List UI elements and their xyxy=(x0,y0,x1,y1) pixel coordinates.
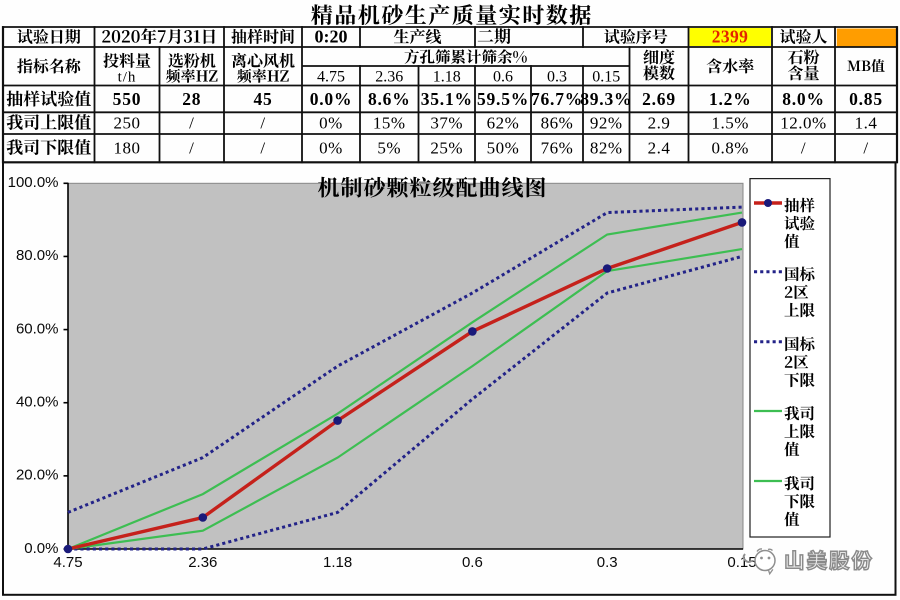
svg-text:250: 250 xyxy=(114,114,141,133)
svg-text:76%: 76% xyxy=(541,139,574,158)
svg-text:/: / xyxy=(189,114,194,133)
svg-text:0%: 0% xyxy=(319,114,343,133)
svg-text:/: / xyxy=(189,139,194,158)
svg-text:0.3: 0.3 xyxy=(597,554,618,571)
svg-text:25%: 25% xyxy=(430,139,463,158)
svg-text:28: 28 xyxy=(182,89,201,109)
svg-text:0.0%: 0.0% xyxy=(310,89,353,109)
svg-text:0.6: 0.6 xyxy=(493,69,513,86)
svg-text:180: 180 xyxy=(114,139,141,158)
svg-text:12.0%: 12.0% xyxy=(780,114,826,133)
svg-text:0.3: 0.3 xyxy=(547,69,567,86)
svg-text:40.0%: 40.0% xyxy=(16,394,59,411)
svg-text:0%: 0% xyxy=(319,139,343,158)
svg-text:t/h: t/h xyxy=(118,70,137,86)
svg-text:0.8%: 0.8% xyxy=(712,139,749,158)
svg-text:92%: 92% xyxy=(590,114,623,133)
svg-text:82%: 82% xyxy=(590,139,623,158)
svg-text:89.3%: 89.3% xyxy=(580,89,632,109)
svg-text:2.9: 2.9 xyxy=(648,114,671,133)
svg-text:2399: 2399 xyxy=(712,27,749,47)
svg-text:/: / xyxy=(260,114,265,133)
svg-text:1.4: 1.4 xyxy=(855,114,878,133)
svg-text:35.1%: 35.1% xyxy=(421,89,473,109)
svg-text:1.2%: 1.2% xyxy=(709,89,752,109)
svg-text:/: / xyxy=(260,139,265,158)
svg-text:0.0%: 0.0% xyxy=(24,540,58,557)
svg-text:100.0%: 100.0% xyxy=(8,174,59,191)
svg-text:1.18: 1.18 xyxy=(433,69,461,86)
svg-text:1.18: 1.18 xyxy=(323,554,352,571)
svg-text:86%: 86% xyxy=(541,114,574,133)
svg-text:62%: 62% xyxy=(487,114,520,133)
svg-text:8.6%: 8.6% xyxy=(368,89,411,109)
svg-text:4.75: 4.75 xyxy=(317,69,345,86)
svg-text:2.4: 2.4 xyxy=(648,139,671,158)
svg-text:5%: 5% xyxy=(377,139,401,158)
svg-text:8.0%: 8.0% xyxy=(782,89,825,109)
svg-text:60.0%: 60.0% xyxy=(16,320,59,337)
svg-text:1.5%: 1.5% xyxy=(712,114,749,133)
svg-text:/: / xyxy=(801,139,806,158)
svg-text:0:20: 0:20 xyxy=(315,27,348,47)
svg-text:0.15: 0.15 xyxy=(727,554,756,571)
svg-text:550: 550 xyxy=(113,89,142,109)
svg-text:15%: 15% xyxy=(373,114,406,133)
svg-text:50%: 50% xyxy=(487,139,520,158)
svg-text:59.5%: 59.5% xyxy=(477,89,529,109)
svg-text:37%: 37% xyxy=(430,114,463,133)
svg-text:0.85: 0.85 xyxy=(849,89,883,109)
svg-text:2.36: 2.36 xyxy=(375,69,403,86)
svg-text:4.75: 4.75 xyxy=(53,554,82,571)
svg-text:2.36: 2.36 xyxy=(188,554,217,571)
svg-text:2.69: 2.69 xyxy=(642,89,676,109)
svg-text:45: 45 xyxy=(253,89,272,109)
svg-text:80.0%: 80.0% xyxy=(16,247,59,264)
svg-text:76.7%: 76.7% xyxy=(531,89,583,109)
svg-text:0.6: 0.6 xyxy=(462,554,483,571)
svg-text:/: / xyxy=(863,139,868,158)
svg-text:20.0%: 20.0% xyxy=(16,467,59,484)
svg-text:0.15: 0.15 xyxy=(592,69,620,86)
